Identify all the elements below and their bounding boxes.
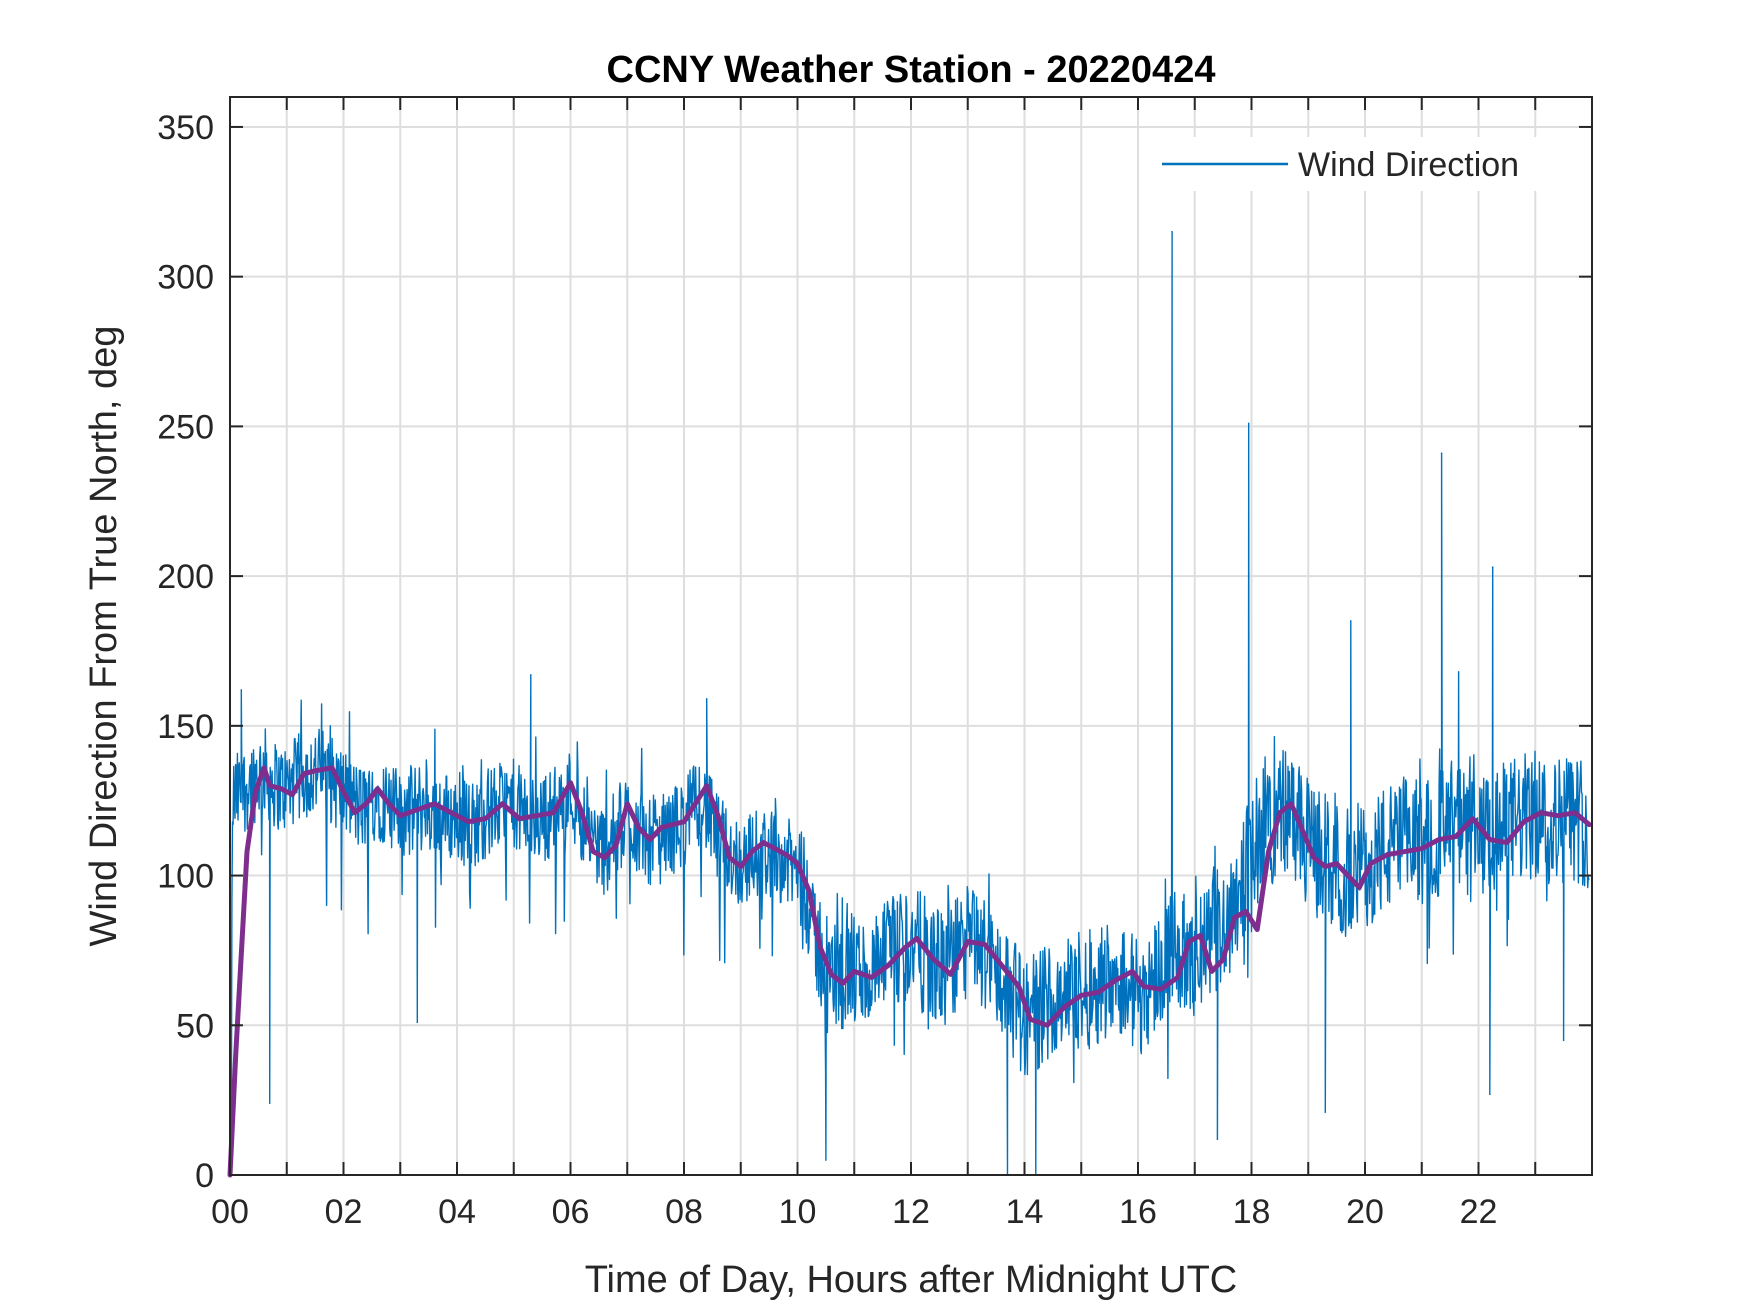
y-tick-label: 100 [157,858,214,896]
x-tick-label: 04 [438,1193,476,1231]
x-tick-label: 10 [779,1193,817,1231]
wind-direction-spike [1562,1039,1565,1042]
wind-direction-spike [1350,620,1352,622]
y-tick-label: 300 [157,259,214,297]
x-tick-label: 08 [665,1193,703,1231]
wind-direction-spike [268,1102,271,1104]
wind-direction-spike [1491,566,1494,568]
x-tick-label: 06 [552,1193,590,1231]
y-axis-title: Wind Direction From True North, deg [83,326,125,947]
x-tick-label: 12 [892,1193,930,1231]
wind-direction-spike [1489,1093,1491,1095]
wind-direction-spike [1324,1111,1327,1113]
x-tick-label: 16 [1119,1193,1157,1231]
wind-direction-spike [1171,230,1173,233]
y-tick-label: 50 [176,1007,214,1045]
y-tick-label: 350 [157,109,214,147]
wind-direction-spike [1216,1138,1219,1140]
wind-direction-spike [1247,422,1250,425]
wind-direction-spike [529,674,532,676]
legend: Wind Direction [1150,137,1550,191]
y-tick-label: 250 [157,408,214,446]
wind-direction-spike [240,689,243,691]
x-tick-label: 02 [325,1193,363,1231]
wind-direction-spike [1440,452,1443,455]
running-mean-line [227,765,1592,1178]
y-tick-label: 200 [157,558,214,596]
x-tick-label: 18 [1233,1193,1271,1231]
y-tick-label: 150 [157,708,214,746]
legend-label: Wind Direction [1298,146,1519,184]
x-tick-label: 22 [1460,1193,1498,1231]
x-tick-label: 20 [1346,1193,1384,1231]
wind-direction-spike [825,1159,827,1161]
y-tick-label: 0 [195,1157,214,1195]
wind-direction-spike [1457,671,1460,673]
x-tick-label: 00 [211,1193,249,1231]
x-tick-label: 14 [1006,1193,1044,1231]
ticks: 00 02 04 06 08 10 12 14 16 18 20 22 0 50 100 150 200 250 3… [157,97,1592,1231]
wind-direction-spike [416,1021,419,1024]
wind-direction-line [229,231,1590,1176]
chart-title: CCNY Weather Station - 20220424 [607,49,1216,91]
x-axis-title: Time of Day, Hours after Midnight UTC [585,1259,1238,1301]
series-layer [227,230,1592,1178]
wind-direction-spike [705,698,708,700]
